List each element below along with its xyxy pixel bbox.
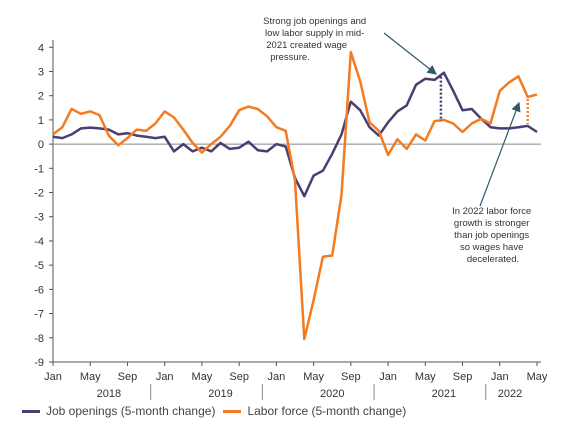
- annotation-1-text: Strong job openings and low labor supply…: [263, 16, 369, 63]
- x-tick-label: Sep: [229, 371, 249, 383]
- y-tick-label: -1: [34, 163, 44, 175]
- legend-label-labor-force: Labor force (5-month change): [247, 404, 407, 418]
- y-tick-label: -4: [34, 236, 44, 248]
- year-label: 2021: [432, 388, 456, 400]
- annotation-1-line: Strong job openings and: [263, 16, 366, 27]
- annotation-2-line: decelerated.: [467, 254, 519, 265]
- x-tick-label: May: [80, 371, 101, 383]
- y-tick-label: -7: [34, 309, 44, 321]
- y-tick-label: 1: [38, 115, 44, 127]
- x-tick-label: Sep: [341, 371, 361, 383]
- x-tick-label: Jan: [156, 371, 174, 383]
- annotation-layer: Strong job openings and low labor supply…: [263, 16, 534, 265]
- y-tick-label: -2: [34, 188, 44, 200]
- legend: Job openings (5-month change) Labor forc…: [22, 404, 406, 418]
- x-tick-label: Jan: [268, 371, 286, 383]
- x-tick-label: Jan: [379, 371, 397, 383]
- annotation-2-line: so wages have: [460, 242, 523, 253]
- year-label: 2020: [320, 388, 344, 400]
- y-tick-label: -3: [34, 212, 44, 224]
- y-axis: 4 3 2 1 0 -1 -2 -3 -4 -5 -6 -7 -8 -9: [34, 40, 54, 369]
- legend-item-labor-force: Labor force (5-month change): [223, 404, 406, 418]
- year-label: 2019: [208, 388, 232, 400]
- x-tick-label: Jan: [44, 371, 62, 383]
- year-label: 2022: [498, 388, 522, 400]
- annotation-1-arrow: [383, 32, 437, 75]
- y-tick-label: -5: [34, 260, 44, 272]
- y-tick-label: 0: [38, 139, 44, 151]
- year-label: 2018: [97, 388, 121, 400]
- legend-label-job-openings: Job openings (5-month change): [46, 404, 216, 418]
- x-tick-label: May: [415, 371, 436, 383]
- annotation-2-line: than job openings: [454, 230, 529, 241]
- series-layer: [52, 50, 538, 341]
- series-line-labor-force: [52, 50, 538, 341]
- legend-item-job-openings: Job openings (5-month change): [22, 404, 215, 418]
- x-tick-label: May: [303, 371, 324, 383]
- annotation-1-line: pressure.: [270, 52, 310, 63]
- x-tick-label: Sep: [118, 371, 138, 383]
- annotation-2-arrow: [479, 101, 521, 207]
- y-tick-label: -6: [34, 284, 44, 296]
- x-tick-label: May: [527, 371, 548, 383]
- line-chart: 4 3 2 1 0 -1 -2 -3 -4 -5 -6 -7 -8 -9 Jan May Sep Jan May S…: [34, 16, 548, 400]
- annotation-1-line: 2021 created wage: [266, 40, 347, 51]
- y-tick-label: 4: [38, 42, 44, 54]
- x-tick-label: Sep: [453, 371, 473, 383]
- y-tick-label: 2: [38, 91, 44, 103]
- y-tick-label: 3: [38, 66, 44, 78]
- annotation-2-line: growth is stronger: [454, 218, 530, 229]
- legend-swatch-labor-force: [223, 409, 242, 413]
- y-tick-label: -9: [34, 357, 44, 369]
- legend-swatch-job-openings: [22, 409, 40, 413]
- x-tick-label: Jan: [491, 371, 509, 383]
- x-tick-label: May: [192, 371, 213, 383]
- annotation-2-text: In 2022 labor force growth is stronger t…: [452, 206, 534, 265]
- annotation-1-line: low labor supply in mid-: [265, 28, 364, 39]
- annotation-2-line: In 2022 labor force: [452, 206, 531, 217]
- y-tick-label: -8: [34, 333, 44, 345]
- x-axis: Jan May Sep Jan May Sep Jan May Sep Jan May Sep Jan M…: [44, 143, 548, 400]
